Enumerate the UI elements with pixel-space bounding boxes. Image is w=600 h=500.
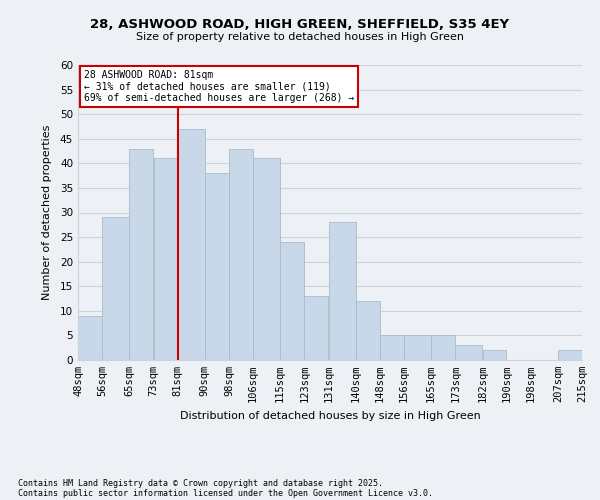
Text: Contains HM Land Registry data © Crown copyright and database right 2025.: Contains HM Land Registry data © Crown c… — [18, 478, 383, 488]
Text: 28, ASHWOOD ROAD, HIGH GREEN, SHEFFIELD, S35 4EY: 28, ASHWOOD ROAD, HIGH GREEN, SHEFFIELD,… — [91, 18, 509, 30]
Bar — [404, 336, 431, 360]
Bar — [154, 158, 178, 360]
Bar — [102, 218, 129, 360]
Bar — [205, 173, 229, 360]
Bar — [253, 158, 280, 360]
Bar — [304, 296, 328, 360]
Bar — [229, 148, 253, 360]
Bar — [130, 148, 154, 360]
Bar — [431, 336, 455, 360]
X-axis label: Distribution of detached houses by size in High Green: Distribution of detached houses by size … — [179, 410, 481, 420]
Bar — [178, 129, 205, 360]
Bar — [329, 222, 356, 360]
Bar — [482, 350, 506, 360]
Bar — [558, 350, 582, 360]
Bar — [455, 345, 482, 360]
Bar — [356, 301, 380, 360]
Text: Contains public sector information licensed under the Open Government Licence v3: Contains public sector information licen… — [18, 488, 433, 498]
Text: 28 ASHWOOD ROAD: 81sqm
← 31% of detached houses are smaller (119)
69% of semi-de: 28 ASHWOOD ROAD: 81sqm ← 31% of detached… — [84, 70, 354, 103]
Bar — [78, 316, 102, 360]
Text: Size of property relative to detached houses in High Green: Size of property relative to detached ho… — [136, 32, 464, 42]
Bar — [280, 242, 304, 360]
Bar — [380, 336, 404, 360]
Y-axis label: Number of detached properties: Number of detached properties — [41, 125, 52, 300]
